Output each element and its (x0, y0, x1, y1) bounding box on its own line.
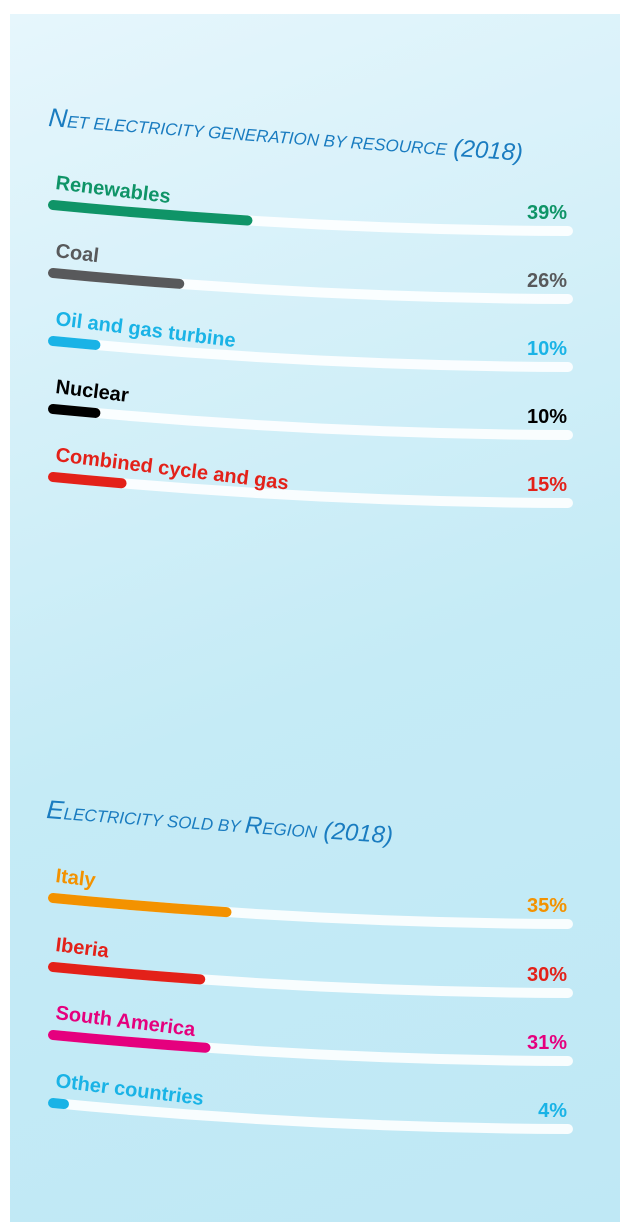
value-label-oil-and-gas-turbine: 10% (527, 338, 567, 360)
title-initial-r: R (244, 812, 263, 840)
title-initial-n: N (48, 102, 69, 133)
title-smallcaps: ET ELECTRICITY GENERATION BY RESOURCE (66, 112, 448, 159)
bar-track-oil-and-gas-turbine (48, 336, 573, 372)
title-smallcaps-2: EGION (262, 819, 319, 842)
title-initial-e: E (46, 794, 66, 825)
title-smallcaps-1: LECTRICITY SOLD BY (63, 804, 246, 836)
bar-track-nuclear (48, 404, 573, 440)
bar-combined-cycle-and-gas (48, 472, 573, 508)
category-label-iberia: Iberia (54, 934, 111, 962)
bar-renewables (48, 200, 573, 236)
bar-iberia (48, 962, 573, 998)
value-label-south-america: 31% (527, 1032, 567, 1054)
bar-track-other-countries (48, 1098, 573, 1134)
title-year: (2018) (446, 134, 524, 166)
category-label-italy: Italy (54, 865, 97, 892)
value-label-iberia: 30% (527, 964, 567, 986)
bar-italy (48, 893, 573, 929)
chart-title-region: ELECTRICITY SOLD BY REGION (2018) (46, 794, 395, 849)
value-label-nuclear: 10% (527, 406, 567, 428)
value-label-other-countries: 4% (538, 1100, 567, 1122)
bar-track-combined-cycle-and-gas (48, 472, 573, 508)
category-label-nuclear: Nuclear (54, 376, 130, 407)
bar-coal (48, 268, 573, 304)
value-label-renewables: 39% (527, 202, 567, 224)
bar-south-america (48, 1030, 573, 1066)
value-label-combined-cycle-and-gas: 15% (527, 474, 567, 496)
value-label-italy: 35% (527, 895, 567, 917)
category-label-coal: Coal (54, 240, 100, 267)
chart-title-generation: NET ELECTRICITY GENERATION BY RESOURCE (… (48, 102, 524, 167)
value-label-coal: 26% (527, 270, 567, 292)
title-year: (2018) (316, 817, 394, 849)
